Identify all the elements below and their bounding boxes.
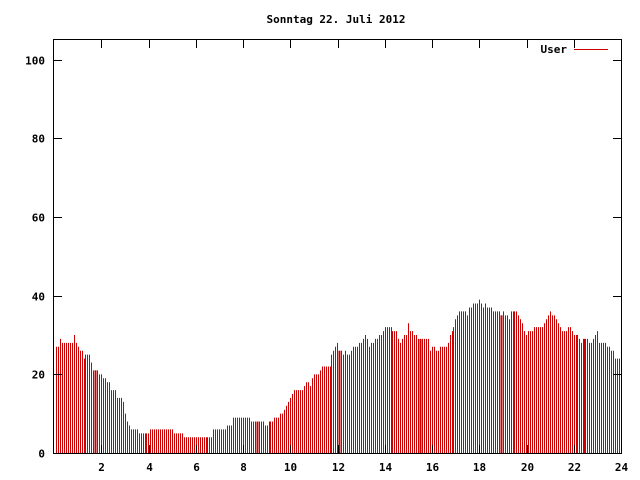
x-tick-label: 10 — [284, 461, 297, 474]
x-tick-label: 22 — [568, 461, 581, 474]
legend: User — [541, 43, 608, 56]
x-tick-label: 2 — [98, 461, 105, 474]
y-tick-label: 80 — [32, 133, 45, 146]
x-tick-label: 4 — [146, 461, 153, 474]
x-tick-label: 6 — [193, 461, 200, 474]
chart-title: Sonntag 22. Juli 2012 — [266, 13, 405, 26]
y-tick-label: 40 — [32, 291, 45, 304]
x-tick-label: 18 — [473, 461, 486, 474]
x-tick-label: 20 — [521, 461, 534, 474]
y-tick-label: 20 — [32, 369, 45, 382]
x-tick-label: 24 — [615, 461, 629, 474]
x-tick-label: 8 — [240, 461, 247, 474]
legend-label-user: User — [541, 43, 568, 56]
x-tick-label: 12 — [332, 461, 345, 474]
y-tick-label: 100 — [25, 55, 45, 68]
bars-group — [56, 299, 620, 453]
y-tick-label: 0 — [38, 448, 45, 461]
x-tick-label: 14 — [379, 461, 393, 474]
plot-frame — [53, 39, 622, 454]
x-tick-label: 16 — [426, 461, 440, 474]
y-tick-label: 60 — [32, 212, 45, 225]
